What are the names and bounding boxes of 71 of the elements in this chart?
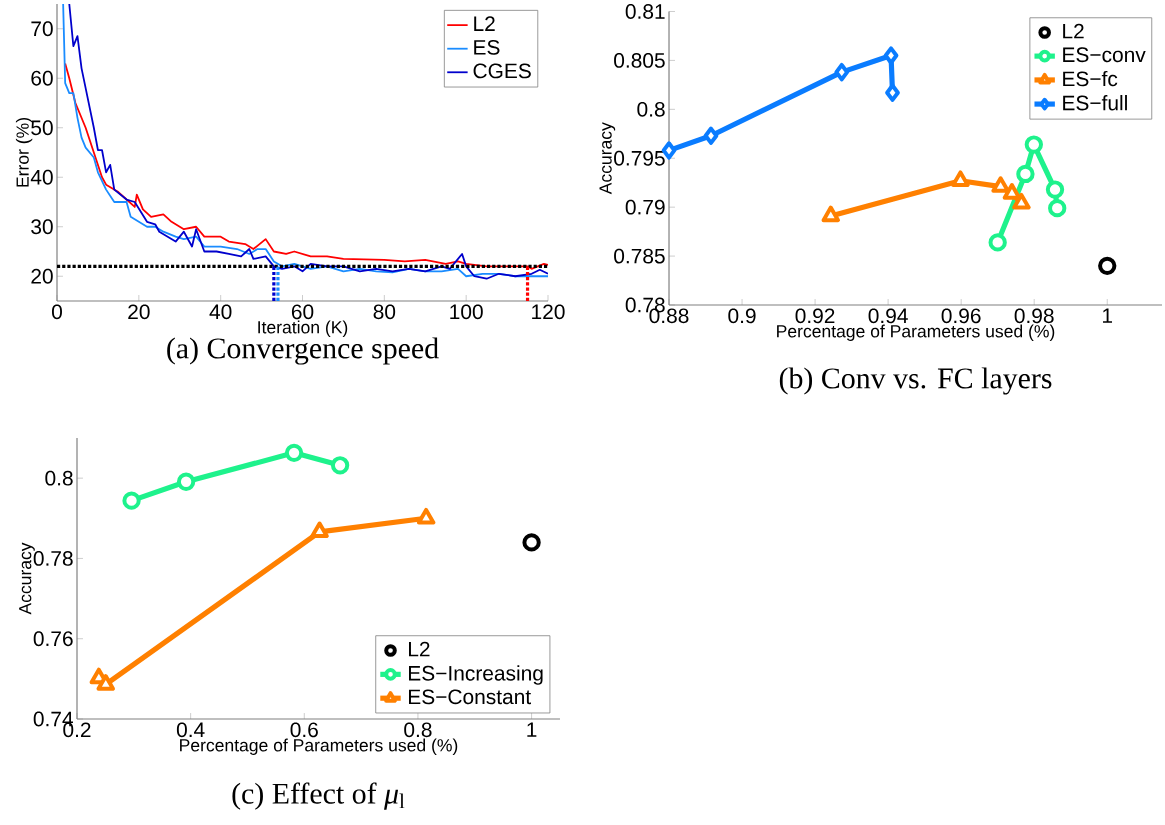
point — [885, 83, 900, 102]
x-tick-label: 80 — [373, 304, 396, 320]
point — [284, 443, 304, 463]
y-tick-label: 0.8 — [45, 470, 73, 486]
x-tick-label: 120 — [532, 304, 565, 320]
y-tick-label: 50 — [31, 120, 53, 136]
point — [883, 46, 899, 65]
x-tick-label: 60 — [291, 304, 314, 320]
x-tick-label: 0.96 — [941, 308, 981, 324]
x-tick-label: 1 — [1103, 308, 1113, 323]
y-tick-label: 60 — [31, 70, 53, 86]
y-axis-title: Accuracy — [599, 122, 616, 195]
x-tick-label: 0.94 — [868, 308, 908, 324]
y-tick-label: 0.795 — [614, 150, 665, 166]
y-tick-label: 30 — [31, 219, 53, 235]
y-tick-label: 70 — [31, 21, 53, 37]
x-axis-title: Iteration (K) — [258, 320, 348, 337]
legend-label: ES−full — [1063, 95, 1127, 111]
x-tick-label: 0.92 — [795, 308, 835, 324]
x-tick-label: 100 — [450, 304, 483, 320]
legend-label: L2 — [1063, 23, 1084, 39]
point — [991, 176, 1010, 193]
y-tick-label: 20 — [31, 268, 53, 284]
legend-label: CGES — [473, 63, 531, 79]
y-tick-label: 0.805 — [614, 53, 665, 68]
point — [1002, 183, 1022, 200]
point — [834, 62, 850, 82]
y-tick-label: 0.785 — [614, 248, 665, 264]
y-tick-label: 0.78 — [33, 551, 73, 566]
point — [951, 170, 970, 187]
point — [310, 521, 329, 539]
x-tick-label: 1 — [527, 722, 537, 737]
legend-label: ES−conv — [1063, 47, 1146, 63]
legend-label: L2 — [474, 16, 495, 31]
x-axis-title: Percentage of Parameters used (%) — [180, 738, 458, 755]
y-tick-label: 0.81 — [625, 4, 665, 19]
point — [416, 507, 436, 525]
legend-label: ES−Constant — [409, 689, 531, 705]
x-tick-label: 40 — [209, 304, 232, 320]
point — [1016, 164, 1035, 184]
point — [1048, 198, 1067, 218]
point — [988, 233, 1007, 252]
legend-label: ES−fc — [1063, 70, 1118, 87]
point — [1012, 192, 1031, 210]
y-tick-label: 0.76 — [33, 631, 73, 647]
y-tick-label: 0.79 — [625, 199, 665, 215]
legend-label: L2 — [409, 641, 430, 657]
x-tick-label: 0.6 — [290, 722, 318, 738]
point — [96, 674, 115, 691]
x-tick-label: 0 — [51, 304, 62, 320]
text: (a) Convergence speed — [167, 337, 439, 365]
point — [522, 533, 541, 552]
legend-label: ES−Increasing — [409, 665, 543, 685]
point — [703, 126, 719, 145]
x-tick-label: 0.9 — [728, 308, 756, 324]
point — [122, 491, 141, 510]
x-tick-label: 20 — [128, 304, 150, 320]
x-axis-title: Percentage of Parameters used (%) — [777, 324, 1055, 341]
x-tick-label: 0.98 — [1014, 308, 1054, 324]
x-tick-label: 0.8 — [404, 722, 432, 738]
point — [330, 456, 350, 475]
text: (c) Effect of μ$_{l}$ — [232, 782, 405, 810]
legend-label: ES — [474, 39, 500, 55]
x-tick-label: 0.4 — [176, 722, 205, 738]
text: (b) Conv vs. FC layers — [779, 367, 1052, 395]
y-tick-label: 0.8 — [637, 101, 665, 117]
y-axis-title: Accuracy — [19, 542, 35, 615]
point — [821, 205, 841, 223]
point — [1024, 135, 1044, 154]
point — [176, 472, 196, 491]
point — [1045, 180, 1065, 199]
